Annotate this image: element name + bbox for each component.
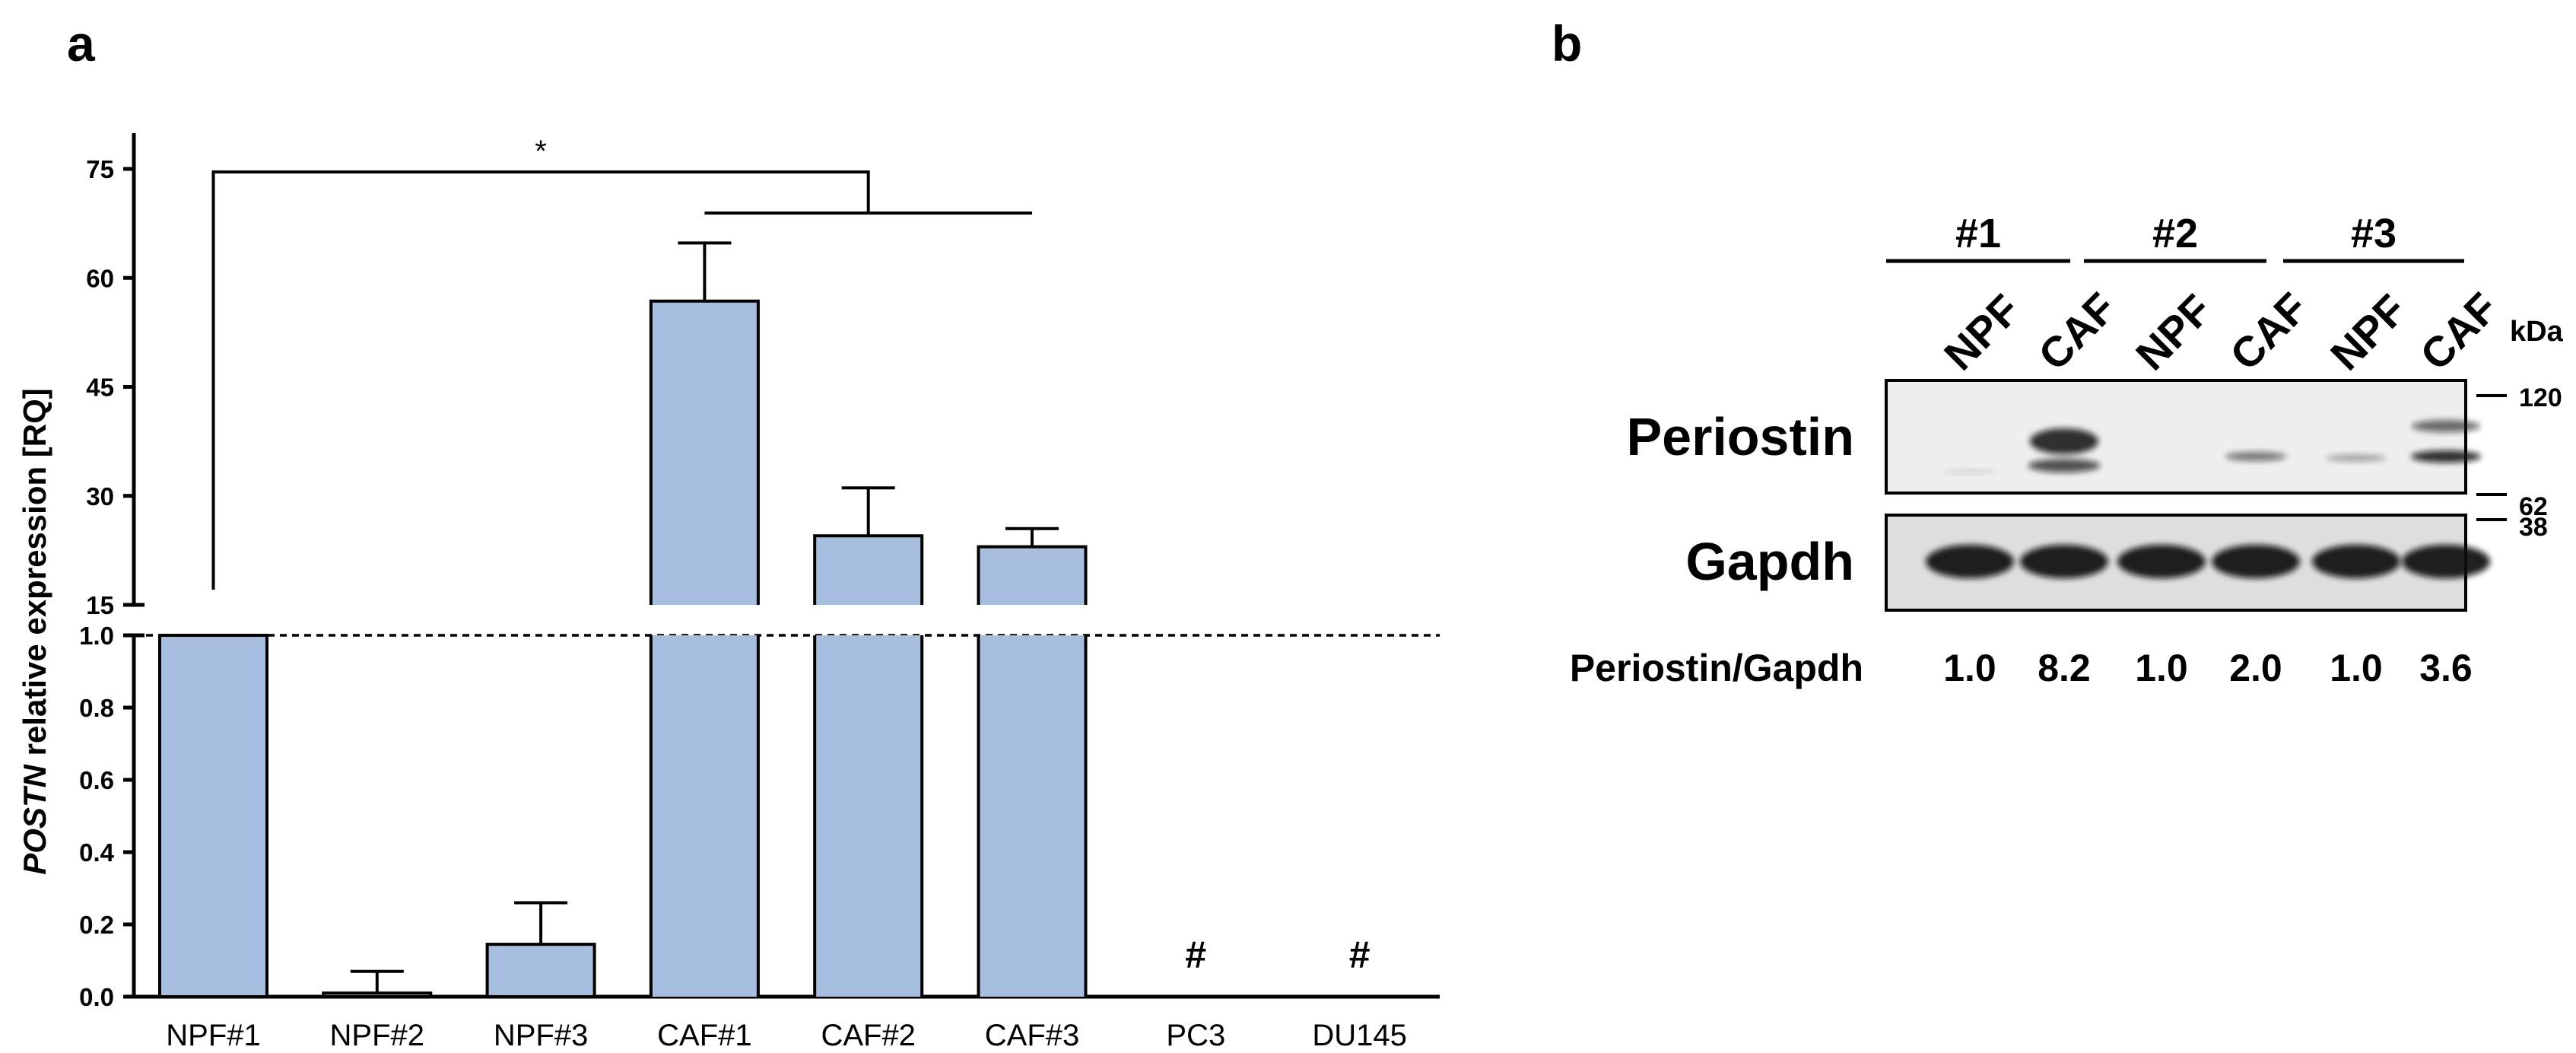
blot-lane-label: CAF	[2221, 284, 2317, 380]
protein-band	[2020, 545, 2108, 578]
protein-band	[1926, 545, 2014, 578]
bar	[485, 943, 596, 998]
bar-outline	[813, 635, 924, 997]
x-tick-label: NPF#2	[330, 1019, 425, 1052]
ratio-value: 1.0	[1943, 647, 1996, 689]
blot-lane-label: CAF	[2411, 284, 2507, 380]
x-tick-label: CAF#3	[985, 1019, 1080, 1052]
comparison-bracket-outer	[211, 170, 870, 590]
protein-band	[2326, 454, 2387, 462]
significance-label: *	[535, 135, 547, 168]
protein-band	[2225, 452, 2286, 461]
y-axis-title: POSTN relative expression [RQ]	[17, 388, 52, 875]
y-tick-label: 15	[86, 591, 114, 619]
y-axis-title-rest: relative expression [RQ]	[17, 388, 52, 765]
ratio-value: 2.0	[2229, 647, 2282, 689]
x-tick-label: NPF#3	[494, 1019, 589, 1052]
blot-group-label: #1	[1955, 211, 2001, 256]
bar	[978, 546, 1086, 605]
panel-a-label: a	[67, 15, 96, 72]
blot-label-gapdh: Gapdh	[1685, 532, 1854, 591]
y-tick-label: 0.8	[79, 694, 114, 722]
bar	[322, 991, 433, 998]
mw-marker-label: 120	[2519, 383, 2562, 412]
panel-b-label: b	[1552, 15, 1582, 72]
y-tick-label: 45	[86, 374, 114, 402]
y-tick-label: 75	[86, 155, 114, 183]
bar	[815, 536, 923, 605]
ratio-value: 8.2	[2038, 647, 2091, 689]
ratio-value: 3.6	[2419, 647, 2473, 689]
protein-band	[2411, 450, 2481, 463]
chart-error-bars	[350, 241, 1059, 994]
protein-band	[2117, 545, 2206, 578]
bar-outline	[649, 635, 760, 997]
blot-lane-label: NPF	[2127, 285, 2221, 380]
bar	[978, 635, 1086, 997]
significance-bracket: *	[211, 135, 1032, 590]
mw-marker-label: 38	[2519, 513, 2548, 542]
y-tick-label: 1.0	[79, 622, 114, 650]
protein-band	[2402, 545, 2490, 578]
blot-group-label: #3	[2351, 211, 2397, 256]
x-tick-label: DU145	[1312, 1019, 1407, 1052]
kda-label: kDa	[2510, 316, 2564, 348]
bar	[650, 301, 758, 605]
protein-band	[2030, 428, 2098, 454]
ratio-value: 1.0	[2330, 647, 2383, 689]
mw-marker-label: 62	[2519, 492, 2548, 521]
protein-band	[2028, 459, 2101, 472]
y-tick-label: 0.0	[79, 983, 114, 1011]
x-tick-label: CAF#2	[821, 1019, 916, 1052]
y-tick-label: 30	[86, 482, 114, 511]
blot-lane-label: NPF	[2321, 285, 2416, 380]
blot-label-periostin: Periostin	[1626, 407, 1854, 466]
bar-outline	[977, 635, 1088, 997]
blot-group-label: #2	[2152, 211, 2198, 256]
x-tick-label: CAF#1	[657, 1019, 752, 1052]
bar	[158, 634, 268, 998]
bar	[650, 635, 758, 997]
y-tick-label: 0.2	[79, 911, 114, 939]
periostin-blot	[1885, 379, 2467, 495]
x-tick-label: PC3	[1166, 1019, 1225, 1052]
y-tick-label: 0.6	[79, 766, 114, 794]
chart-bars: # #	[158, 299, 1371, 998]
y-tick-label: 60	[86, 264, 114, 292]
protein-band	[1943, 469, 1996, 474]
protein-band	[2212, 545, 2300, 578]
blot-lane-label: CAF	[2029, 284, 2125, 380]
x-tick-labels: NPF#1 NPF#2 NPF#3 CAF#1 CAF#2 CAF#3 PC3 DU145	[166, 1019, 1407, 1052]
y-axis-title-gene: POSTN	[17, 763, 52, 874]
no-expression-marker: #	[1185, 934, 1206, 976]
no-expression-marker: #	[1349, 934, 1371, 976]
protein-band	[2412, 420, 2480, 432]
ratio-value: 1.0	[2135, 647, 2188, 689]
bar	[815, 635, 923, 997]
x-tick-label: NPF#1	[166, 1019, 261, 1052]
protein-band	[2312, 545, 2400, 578]
blot-lane-label: NPF	[1935, 285, 2029, 380]
y-tick-label: 0.4	[79, 838, 115, 867]
ratio-label: Periostin/Gapdh	[1570, 647, 1863, 689]
